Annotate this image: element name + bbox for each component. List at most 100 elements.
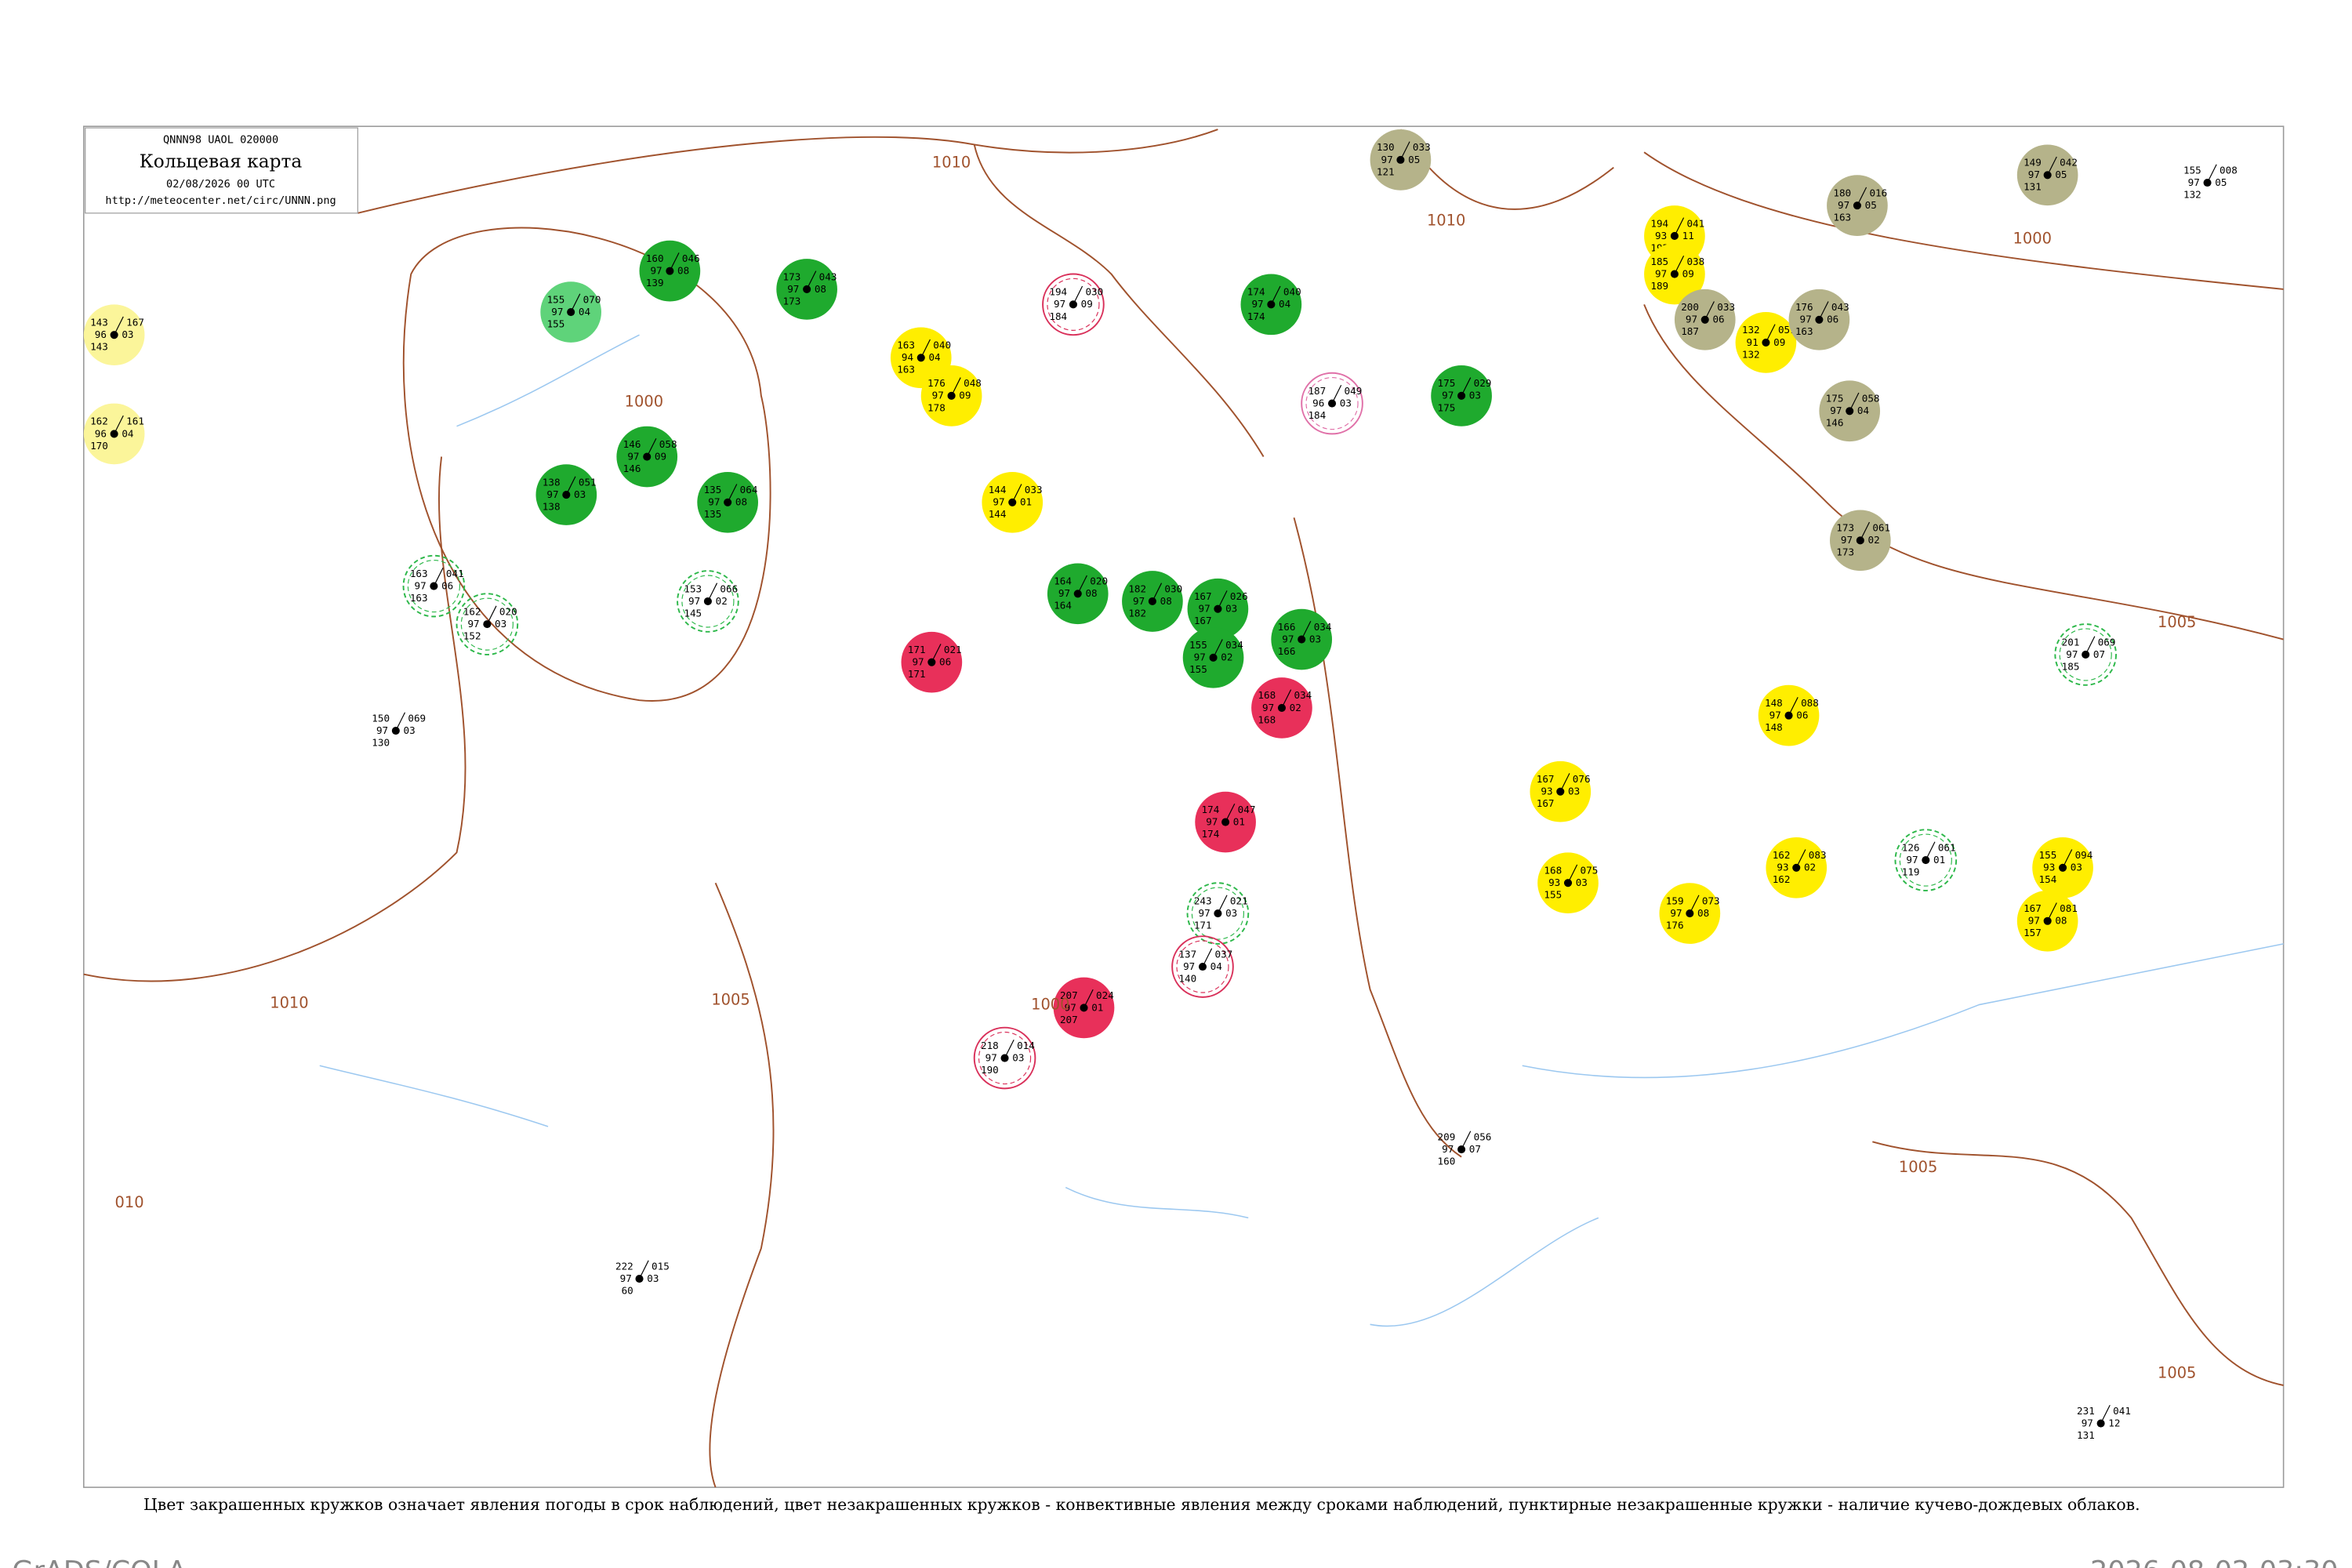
tendency: 03 [574, 488, 586, 500]
dewpoint: 163 [1795, 325, 1813, 337]
temperature: 135 [704, 484, 722, 495]
visibility: 97 [650, 265, 662, 277]
dewpoint: 190 [981, 1064, 999, 1076]
visibility: 97 [1054, 298, 1065, 310]
wind-barb [395, 712, 406, 731]
station-dot [1815, 315, 1824, 324]
visibility: 97 [932, 390, 944, 401]
tendency: 03 [1225, 907, 1237, 919]
wind-barb [1818, 301, 1829, 321]
dewpoint: 163 [1833, 212, 1851, 223]
wind-barb [1225, 803, 1236, 822]
temperature: 209 [1438, 1131, 1456, 1142]
tendency: 01 [1233, 815, 1245, 827]
pressure: 056 [1474, 1131, 1492, 1142]
isobar-label: 1010 [270, 993, 308, 1011]
dewpoint: 155 [1189, 663, 1207, 675]
station: 167 081 97 08 157 [2016, 890, 2078, 952]
visibility: 97 [985, 1051, 997, 1063]
pressure: 061 [1872, 522, 1890, 534]
station: 167 026 97 03 167 [1187, 578, 1249, 640]
tendency: 05 [1865, 199, 1877, 211]
temperature: 144 [989, 484, 1007, 495]
pressure: 033 [1717, 301, 1735, 313]
visibility: 97 [1769, 710, 1781, 721]
header-url: http://meteocenter.net/circ/UNNN.png [105, 194, 336, 207]
dewpoint: 138 [543, 500, 561, 512]
pressure: 058 [659, 438, 677, 450]
dewpoint: 185 [2062, 660, 2080, 672]
temperature: 155 [547, 293, 565, 305]
temperature: 160 [646, 252, 664, 264]
visibility: 97 [1199, 603, 1210, 615]
station: 143 167 96 03 143 [83, 304, 145, 366]
isobar-label: 1005 [1899, 1158, 1937, 1176]
pressure: 058 [1862, 393, 1880, 405]
pressure: 016 [1869, 187, 1887, 198]
pressure: 034 [1294, 689, 1312, 701]
pressure: 046 [682, 252, 700, 264]
temperature: 138 [543, 476, 561, 488]
pressure: 024 [1096, 989, 1114, 1001]
visibility: 97 [1065, 1001, 1076, 1013]
visibility: 97 [1799, 314, 1811, 325]
station: 185 038 97 09 189 [1644, 243, 1705, 305]
tendency: 08 [1085, 587, 1097, 599]
temperature: 194 [1650, 217, 1668, 229]
station-dot [635, 1275, 644, 1283]
dewpoint: 157 [2024, 927, 2042, 938]
dewpoint: 146 [1826, 417, 1844, 429]
tendency: 03 [1012, 1051, 1024, 1063]
header-title: Кольцевая карта [140, 151, 303, 172]
temperature: 168 [1544, 865, 1562, 877]
temperature: 130 [1377, 141, 1395, 153]
tendency: 01 [1091, 1001, 1103, 1013]
wind-barb [951, 377, 961, 397]
wind-barb [2085, 636, 2096, 655]
dewpoint: 145 [684, 607, 702, 619]
tendency: 12 [2108, 1417, 2120, 1428]
visibility: 97 [1262, 702, 1274, 713]
tendency: 02 [1804, 862, 1816, 873]
isobar-label: 1005 [2158, 613, 2196, 631]
pressure: 020 [1090, 575, 1108, 587]
visibility: 93 [1541, 786, 1552, 797]
wind-barb [2047, 156, 2057, 176]
visibility: 97 [1442, 1143, 1454, 1155]
visibility: 97 [787, 283, 799, 295]
temperature: 222 [615, 1260, 633, 1272]
dewpoint: 135 [704, 508, 722, 520]
temperature: 168 [1258, 689, 1276, 701]
wind-barb [1461, 377, 1472, 397]
station: 171 021 97 06 171 [901, 631, 963, 693]
tendency: 03 [1309, 633, 1321, 644]
wind-barb [486, 605, 497, 625]
pressure: 041 [2113, 1405, 2131, 1417]
pressure: 075 [1581, 865, 1599, 877]
dewpoint: 164 [1054, 600, 1072, 612]
visibility: 97 [1830, 405, 1842, 416]
pressure: 064 [740, 484, 758, 495]
station: 218 014 97 03 190 [973, 1026, 1036, 1090]
dewpoint: 162 [1773, 873, 1791, 885]
station-ring [2054, 623, 2117, 686]
pressure: 048 [964, 377, 982, 389]
wind-barb [920, 339, 931, 358]
station: 182 030 97 08 182 [1122, 571, 1183, 632]
temperature: 176 [927, 377, 946, 389]
station: 135 064 97 08 135 [697, 471, 758, 533]
station-ring-inner [1899, 833, 1952, 887]
dewpoint: 119 [1902, 866, 1920, 878]
pressure: 033 [1413, 141, 1431, 153]
tendency: 08 [815, 283, 826, 295]
temperature: 173 [783, 270, 801, 282]
visibility: 97 [415, 579, 426, 591]
station: 162 083 93 02 162 [1766, 837, 1828, 898]
dewpoint: 173 [1836, 546, 1854, 558]
visibility: 93 [1655, 230, 1667, 241]
temperature: 153 [684, 583, 702, 594]
tendency: 03 [1340, 397, 1352, 408]
station-dot [724, 498, 732, 506]
wind-barb [2207, 164, 2217, 183]
temperature: 163 [897, 339, 915, 351]
